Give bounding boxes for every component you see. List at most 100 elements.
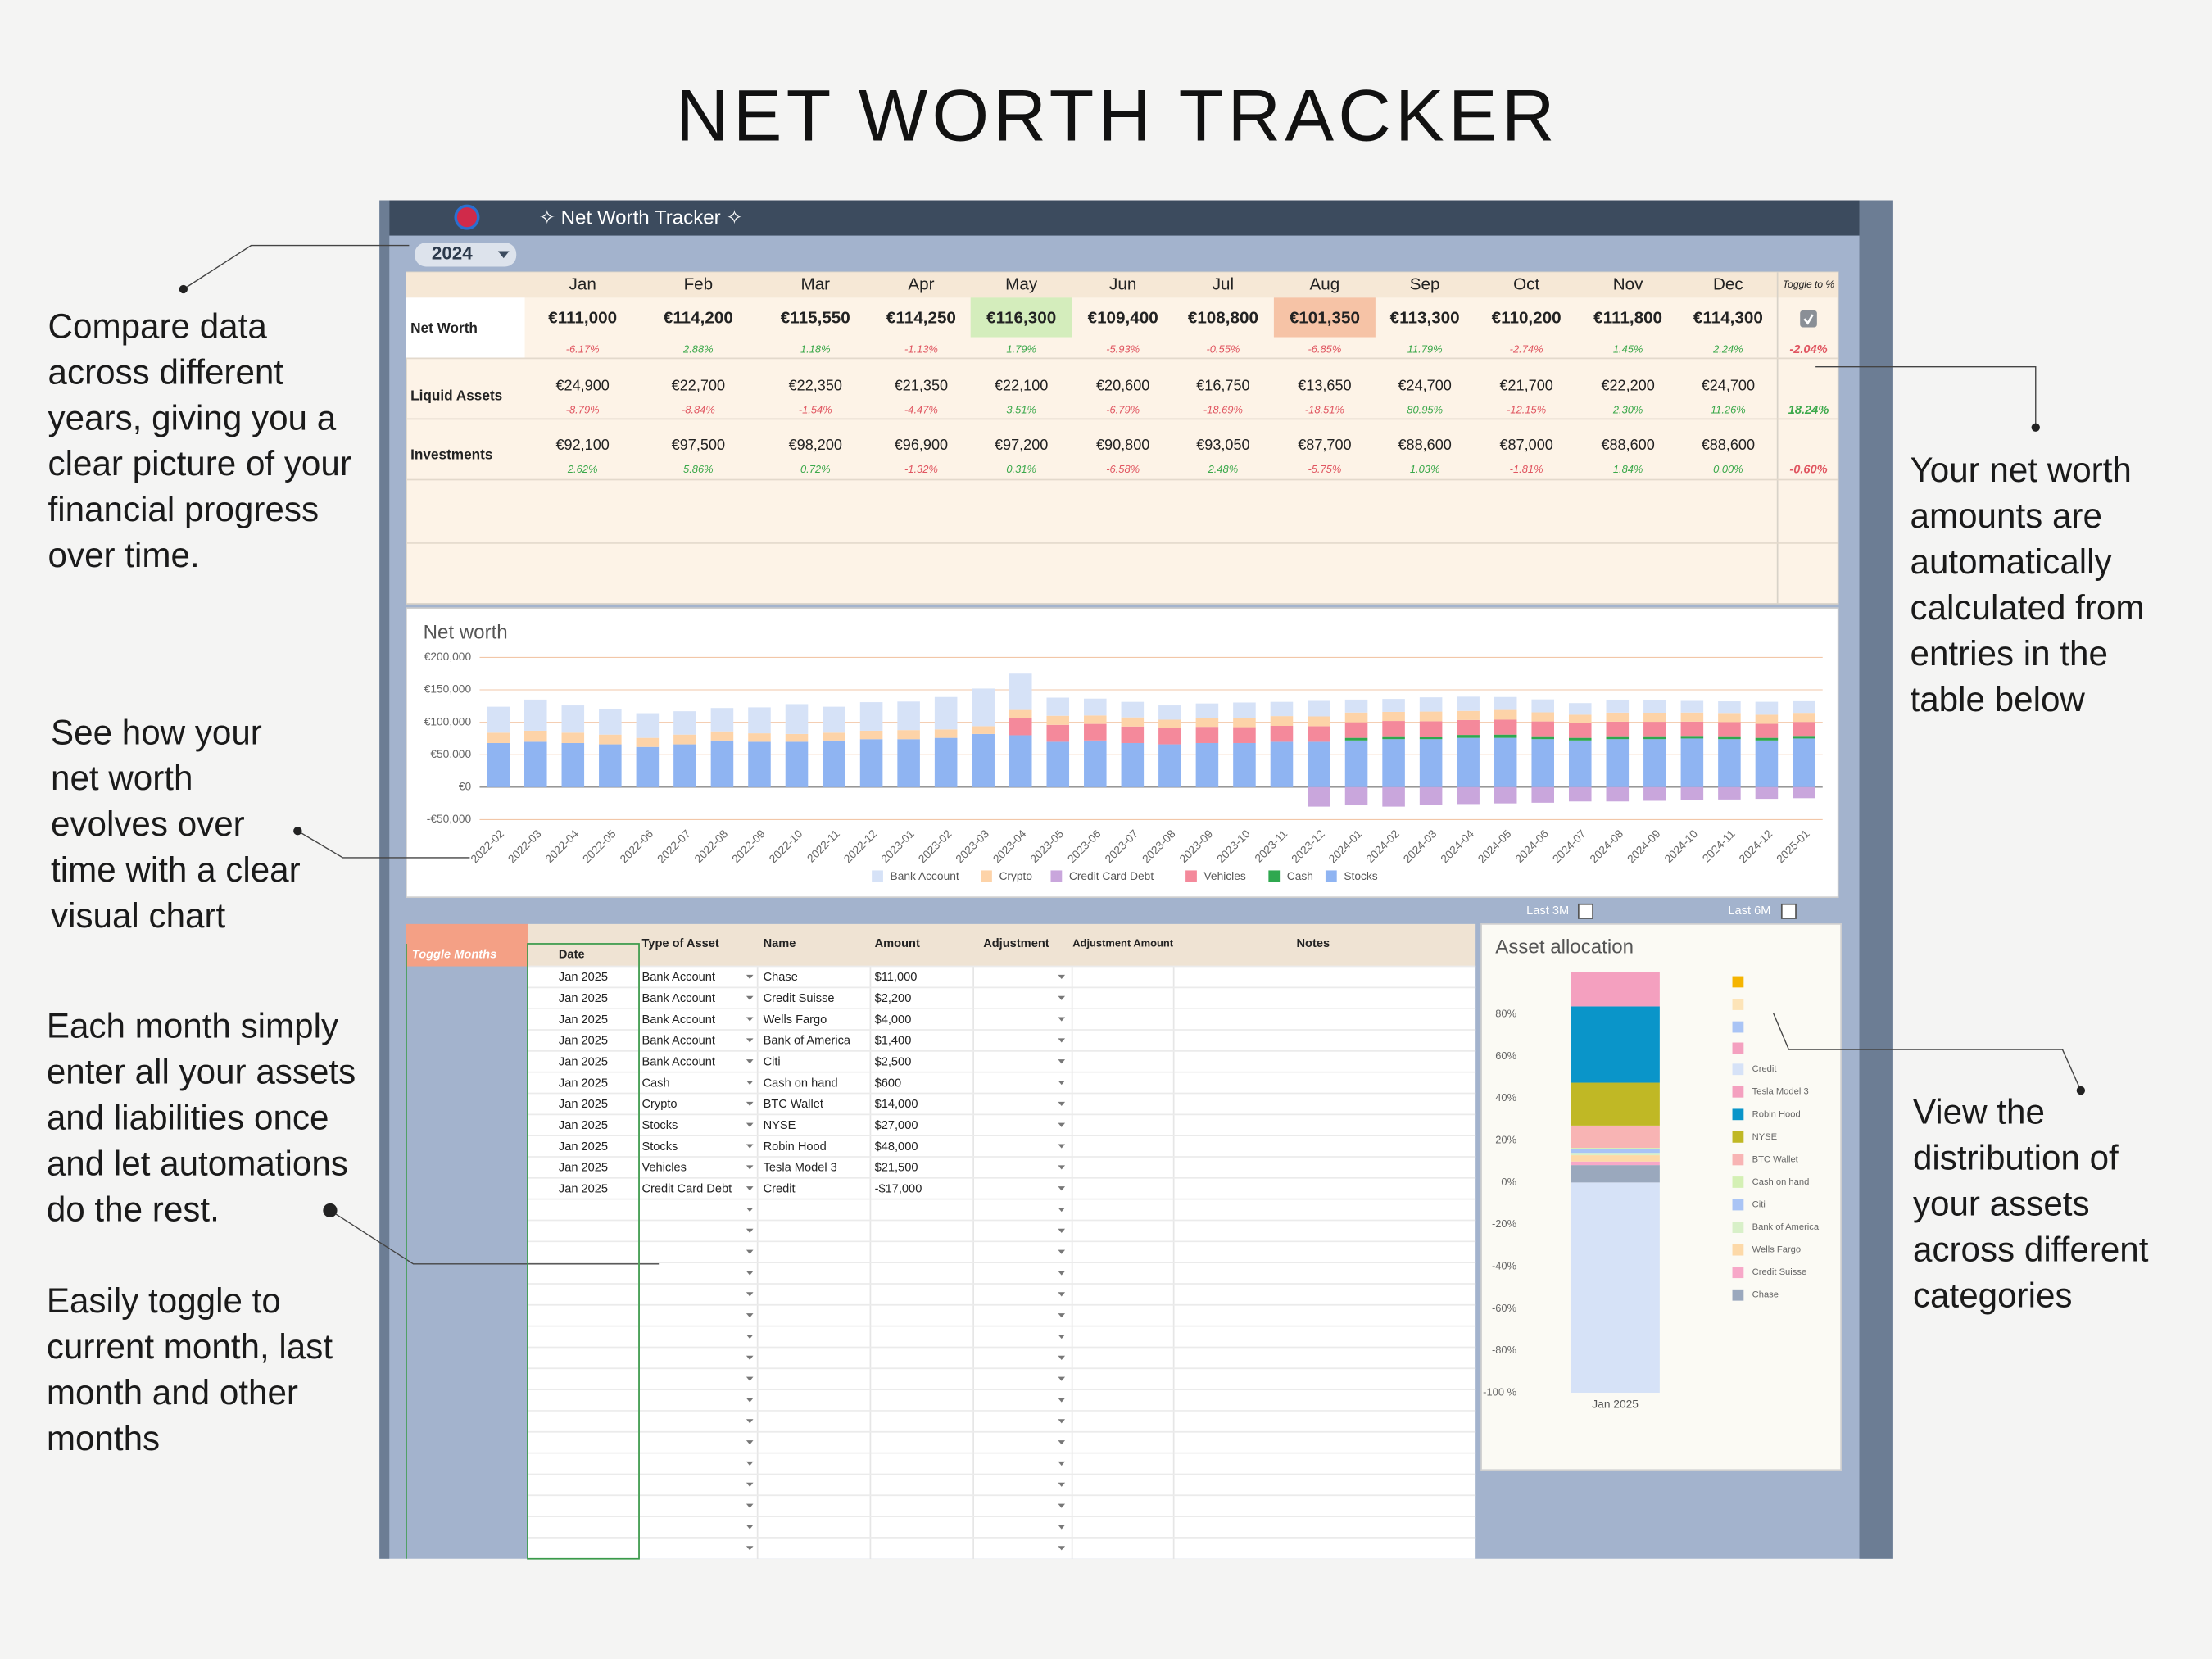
bar-segment: [785, 733, 809, 742]
toggle-label: Toggle to %: [1783, 279, 1834, 290]
cell-change: 11.79%: [1407, 342, 1443, 355]
callout-text: Compare data: [48, 306, 268, 345]
bar-segment: [1158, 744, 1181, 787]
month-header: Jan: [569, 274, 596, 293]
dropdown-arrow: [1058, 1017, 1066, 1022]
legend-label: Citi: [1752, 1199, 1766, 1209]
frame-edge: [379, 200, 390, 1559]
bar-segment: [636, 746, 660, 787]
cell-change: -1.32%: [904, 463, 938, 475]
cell-change: -6.17%: [566, 342, 600, 355]
dropdown-arrow: [1058, 995, 1066, 1000]
bar-segment: [934, 737, 958, 787]
bar-segment: [897, 730, 920, 740]
y-tick-label: €100,000: [424, 715, 472, 728]
dropdown-arrow: [746, 1440, 754, 1445]
entry-cell: $27,000: [875, 1119, 918, 1132]
bar-segment: [1494, 709, 1517, 720]
bar-segment: [1755, 701, 1779, 715]
cell-change: -6.58%: [1106, 463, 1140, 475]
cell-value: €21,350: [895, 378, 948, 394]
bar-segment: [487, 706, 510, 733]
column-header: Amount: [875, 937, 920, 950]
entry-cell: $4,000: [875, 1013, 912, 1027]
bar-segment: [561, 732, 585, 743]
cell-change: 0.72%: [800, 463, 831, 475]
month-header-row: [406, 272, 1838, 298]
cell-change: -4.47%: [904, 403, 938, 415]
row-total: -2.04%: [1789, 343, 1827, 356]
entry-cell: Bank Account: [641, 1013, 714, 1027]
dropdown-arrow: [746, 1165, 754, 1170]
legend-swatch: [1732, 976, 1744, 988]
cell-change: 2.24%: [1712, 342, 1743, 355]
y-tick-label: €0: [459, 780, 472, 792]
bar-segment: [1571, 1082, 1660, 1126]
cell-value: €109,400: [1088, 309, 1158, 328]
callout-text: enter all your assets: [47, 1052, 356, 1090]
leader-dot: [2076, 1086, 2086, 1095]
entry-cell: Tesla Model 3: [764, 1162, 837, 1175]
cell-change: 1.45%: [1613, 342, 1643, 355]
legend-swatch: [1732, 1131, 1744, 1143]
entry-cell: $1,400: [875, 1035, 912, 1048]
entry-cell: Jan 2025: [559, 1098, 608, 1111]
dropdown-arrow: [746, 1271, 754, 1276]
dropdown-arrow: [497, 251, 510, 259]
entry-cell: NYSE: [764, 1119, 796, 1132]
cell-change: -5.75%: [1308, 463, 1341, 475]
bar-segment: [1382, 721, 1405, 737]
bar-segment: [1457, 786, 1480, 805]
entry-cell: Jan 2025: [559, 1162, 608, 1175]
checkbox[interactable]: [1780, 903, 1797, 919]
bar-segment: [1084, 740, 1107, 787]
cell-value: €96,900: [895, 437, 948, 453]
cell-value: €21,700: [1499, 378, 1552, 394]
bar-segment: [1344, 699, 1368, 713]
bar-segment: [1680, 786, 1704, 800]
month-header: Mar: [800, 274, 830, 293]
bar-segment: [1308, 741, 1330, 787]
y-tick-label: -80%: [1492, 1344, 1517, 1356]
row-label: Net Worth: [410, 320, 478, 336]
legend-swatch: [1732, 1154, 1744, 1166]
year-select[interactable]: [415, 243, 517, 267]
leader-line: [297, 830, 470, 859]
entry-cell: Cash on hand: [764, 1077, 838, 1090]
legend-swatch: [1732, 1244, 1744, 1256]
month-header: Sep: [1410, 274, 1440, 293]
entry-cell: Stocks: [641, 1140, 678, 1154]
legend-swatch: [1732, 1042, 1744, 1054]
month-header: Nov: [1613, 274, 1643, 293]
dropdown-arrow: [746, 1059, 754, 1064]
cell-change: 5.86%: [683, 463, 714, 475]
bar-segment: [1571, 1155, 1660, 1162]
leader-dot: [293, 827, 302, 836]
dropdown-arrow: [1058, 1101, 1066, 1106]
bar-segment: [673, 711, 696, 735]
bar-segment: [1195, 703, 1219, 718]
toggle-checkbox[interactable]: [1800, 310, 1817, 328]
checkbox[interactable]: [1577, 903, 1593, 919]
dropdown-arrow: [746, 974, 754, 980]
callout-text: See how your: [51, 713, 262, 751]
bar-segment: [487, 732, 510, 743]
cell-value: €101,350: [1290, 309, 1360, 328]
dropdown-arrow: [1058, 1376, 1066, 1381]
bar-segment: [710, 708, 734, 732]
bar-segment: [1195, 742, 1219, 787]
callout-text: calculated from: [1911, 588, 2145, 627]
bar-segment: [1494, 734, 1517, 738]
callout-text: years, giving you a: [48, 398, 337, 437]
cell-value: €88,600: [1398, 437, 1451, 453]
bar-segment: [1344, 786, 1368, 806]
dropdown-arrow: [1058, 1186, 1066, 1191]
bar-segment: [1680, 721, 1704, 737]
chart-title: Net worth: [424, 622, 508, 644]
entry-cell: Jan 2025: [559, 992, 608, 1005]
entry-cell: $2,500: [875, 1055, 912, 1068]
callout-text: across different: [48, 352, 284, 391]
cell-value: €87,000: [1499, 437, 1552, 453]
cell-change: -8.84%: [682, 403, 715, 415]
cell-change: -1.54%: [799, 403, 832, 415]
